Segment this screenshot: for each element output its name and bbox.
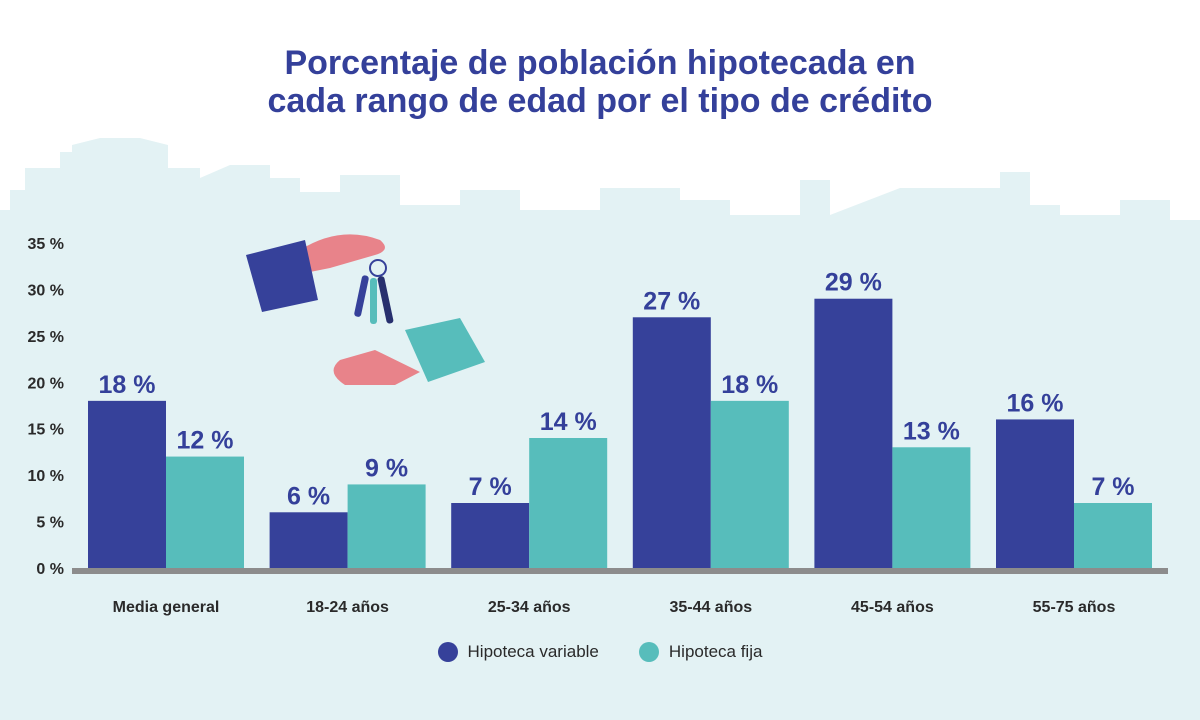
y-tick-label: 10 % bbox=[28, 468, 64, 485]
bar bbox=[269, 512, 348, 568]
y-tick-label: 20 % bbox=[28, 375, 64, 392]
y-tick-label: 5 % bbox=[36, 515, 64, 532]
x-category-label: 25-34 años bbox=[488, 599, 571, 616]
y-tick-label: 35 % bbox=[28, 236, 64, 253]
title-line-1: Porcentaje de población hipotecada en bbox=[284, 44, 916, 82]
hands-keys-illustration bbox=[246, 234, 485, 385]
bar bbox=[347, 484, 426, 568]
bar-value-label: 7 % bbox=[1091, 473, 1134, 501]
x-category-label: 45-54 años bbox=[851, 599, 934, 616]
legend-label-variable: Hipoteca variable bbox=[467, 642, 599, 661]
legend-label-fija: Hipoteca fija bbox=[668, 642, 763, 661]
bar bbox=[814, 298, 893, 568]
bar-value-label: 7 % bbox=[469, 473, 512, 501]
bar bbox=[632, 317, 711, 568]
x-category-label: 55-75 años bbox=[1033, 599, 1116, 616]
legend: Hipoteca variable Hipoteca fija bbox=[0, 642, 1200, 662]
bar-value-label: 16 % bbox=[1007, 389, 1064, 417]
legend-item-fija: Hipoteca fija bbox=[638, 642, 763, 662]
y-tick-label: 25 % bbox=[28, 329, 64, 346]
bar bbox=[166, 456, 244, 568]
title-line-2: cada rango de edad por el tipo de crédit… bbox=[267, 82, 933, 120]
bar bbox=[1074, 503, 1152, 568]
bar bbox=[710, 400, 789, 568]
legend-swatch-fija bbox=[638, 642, 659, 662]
bar-value-label: 13 % bbox=[903, 417, 960, 445]
legend-item-variable: Hipoteca variable bbox=[437, 642, 599, 662]
bar-value-label: 12 % bbox=[177, 427, 234, 455]
bar-value-label: 9 % bbox=[365, 454, 408, 482]
bar bbox=[451, 503, 530, 568]
bar bbox=[529, 438, 608, 568]
x-category-label: Media general bbox=[113, 599, 220, 616]
bar bbox=[88, 400, 166, 568]
bar-value-label: 6 % bbox=[287, 482, 330, 510]
chart-title: Porcentaje de población hipotecada en ca… bbox=[0, 44, 1200, 120]
y-tick-label: 15 % bbox=[28, 422, 64, 439]
bar-value-label: 27 % bbox=[643, 287, 700, 315]
x-category-label: 18-24 años bbox=[306, 599, 389, 616]
bar-value-label: 18 % bbox=[99, 371, 156, 399]
y-tick-label: 0 % bbox=[36, 561, 64, 578]
bar-value-label: 18 % bbox=[721, 371, 778, 399]
legend-swatch-variable bbox=[437, 642, 458, 662]
x-axis-line bbox=[72, 568, 1168, 574]
bar-value-label: 14 % bbox=[540, 408, 597, 436]
x-category-label: 35-44 años bbox=[669, 599, 752, 616]
bar-value-label: 29 % bbox=[825, 269, 882, 297]
bar bbox=[892, 447, 971, 568]
bar bbox=[996, 419, 1074, 568]
y-tick-label: 30 % bbox=[28, 282, 64, 299]
